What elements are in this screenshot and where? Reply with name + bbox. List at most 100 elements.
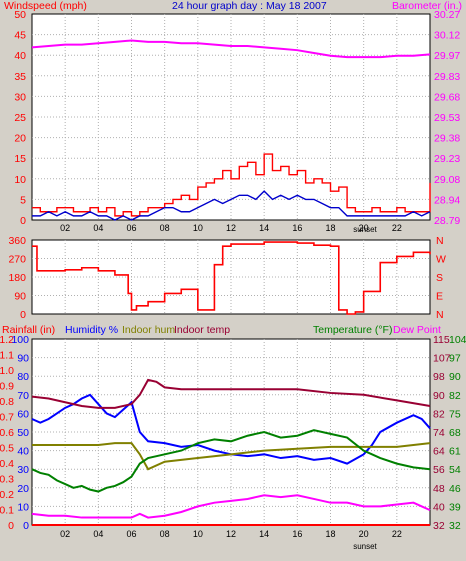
rainfall-axis-label: Rainfall (in) [2,324,55,336]
wind-line [32,153,431,217]
x-tick-label: 20 [359,529,369,539]
direction-tick-label: 0 [20,309,26,321]
x-tick-label: 22 [392,529,402,539]
barometer-tick-label: 30.27 [434,9,460,21]
temperature-tick-label-a: 115 [433,334,450,346]
temperature-tick-label-a: 98 [433,371,445,383]
windspeed-tick-label: 0 [20,215,26,227]
barometer-line [31,39,431,59]
x-tick-label: 02 [60,529,70,539]
x-tick-label: 04 [93,223,103,233]
temperature-tick-label-b: 68 [449,427,461,439]
barometer-axis-label: Barometer (in.) [392,0,462,12]
barometer-tick-label: 29.23 [434,153,460,165]
temperature-tick-label-a: 56 [433,464,445,476]
rainfall-tick-label: 0 [8,520,14,532]
rainfall-tick-label: 0.3 [0,474,14,486]
panel3-x-ticks: 02 04 06 08 10 12 14 16 18 20 22 [60,529,402,539]
rainfall-tick-label: 1.2 [0,334,14,346]
x-tick-label: 06 [126,223,136,233]
chart-title: 24 hour graph day : May 18 2007 [172,0,327,12]
barometer-tick-label: 28.94 [434,194,460,206]
temperature-tick-label-b: 46 [449,483,461,495]
rainfall-tick-label: 0.4 [0,458,14,470]
indoor_temp-line [31,378,431,409]
rainfall-tick-label: 0.6 [0,427,14,439]
direction-tick-label: 90 [14,291,26,303]
humidity-tick-label: 70 [17,390,29,402]
x-tick-label: 04 [93,529,103,539]
temperature-tick-label-b: 54 [449,464,461,476]
panel1-x-ticks: 02 04 06 08 10 12 14 16 18 20 22 [60,223,402,233]
direction-degree-ticks: 0 90 180 270 360 [8,235,26,321]
temperature-ticks-a: 32 40 48 56 64 74 82 90 98 107 115 [433,334,451,532]
humidity-tick-label: 40 [17,446,29,458]
barometer-tick-label: 29.53 [434,112,460,124]
rainfall-tick-label: 0.9 [0,381,14,393]
barometer-tick-label: 29.83 [434,71,460,83]
panel3-series [31,378,431,526]
temperature-tick-label-a: 74 [433,427,445,439]
barometer-tick-label: 29.38 [434,133,460,145]
barometer-ticks: 28.79 28.94 29.08 29.23 29.38 29.53 29.68 29.83… [434,9,460,227]
temperature-tick-label-b: 90 [449,371,461,383]
x-tick-label: 12 [226,529,236,539]
temperature-tick-label-a: 40 [433,501,445,513]
x-tick-label: 08 [160,529,170,539]
humidity-tick-label: 30 [17,464,29,476]
temperature-tick-label-b: 32 [449,520,461,532]
temperature-tick-label-a: 90 [433,390,445,402]
humidity-tick-label: 100 [11,334,29,346]
x-tick-label: 18 [325,223,335,233]
x-tick-label: 12 [226,223,236,233]
wind-direction-line [32,241,431,315]
temperature-line [31,429,431,493]
humidity-tick-label: 60 [17,408,29,420]
rainfall-tick-label: 0.2 [0,489,14,501]
rainfall-tick-label: 0.1 [0,505,14,517]
windspeed-tick-label: 20 [14,133,26,145]
barometer-tick-label: 30.12 [434,30,460,42]
compass-tick-label: S [436,272,443,284]
gust-line [32,190,431,221]
x-tick-label: 22 [392,223,402,233]
panel3-sunset-marker: sunset [353,542,377,551]
windspeed-ticks: 0 5 10 15 20 25 30 35 40 45 50 [14,9,26,227]
windspeed-axis-label: Windspeed (mph) [4,0,87,12]
temperature-tick-label-a: 82 [433,408,445,420]
barometer-tick-label: 29.68 [434,91,460,103]
temperature-axis-label: Temperature (°F) [313,324,392,336]
x-tick-label: 10 [193,529,203,539]
compass-tick-label: E [436,291,443,303]
windspeed-tick-label: 30 [14,91,26,103]
humidity-axis-label: Humidity % [65,324,118,336]
rainfall-ticks: 0 0.1 0.2 0.3 0.4 0.5 0.6 0.7 0.8 0.9 1.0 1.1 1.2 [0,334,14,532]
dew_point-line [31,494,431,519]
temperature-tick-label-b: 104 [449,334,466,346]
x-tick-label: 14 [259,529,269,539]
x-tick-label: 10 [193,223,203,233]
x-tick-label: 20 [359,223,369,233]
rainfall-tick-label: 1.1 [0,350,14,362]
temperature-ticks-b: 32 39 46 54 61 68 75 82 90 97 104 [449,334,466,532]
x-tick-label: 18 [325,529,335,539]
compass-tick-label: N [436,235,444,247]
compass-tick-label: N [436,309,444,321]
indoor_hum-line [32,442,431,471]
compass-tick-label: W [436,254,446,266]
x-tick-label: 06 [126,529,136,539]
x-tick-label: 16 [292,529,302,539]
panel2-grid [32,240,430,314]
rainfall-tick-label: 1.0 [0,365,14,377]
panel1-sunset-marker: sunset [353,225,377,234]
temperature-tick-label-a: 107 [433,353,451,365]
rainfall-tick-label: 0.5 [0,443,14,455]
x-tick-label: 16 [292,223,302,233]
humidity-tick-label: 20 [17,483,29,495]
temperature-tick-label-b: 97 [449,353,461,365]
temperature-tick-label-b: 82 [449,390,461,402]
direction-tick-label: 360 [8,235,26,247]
